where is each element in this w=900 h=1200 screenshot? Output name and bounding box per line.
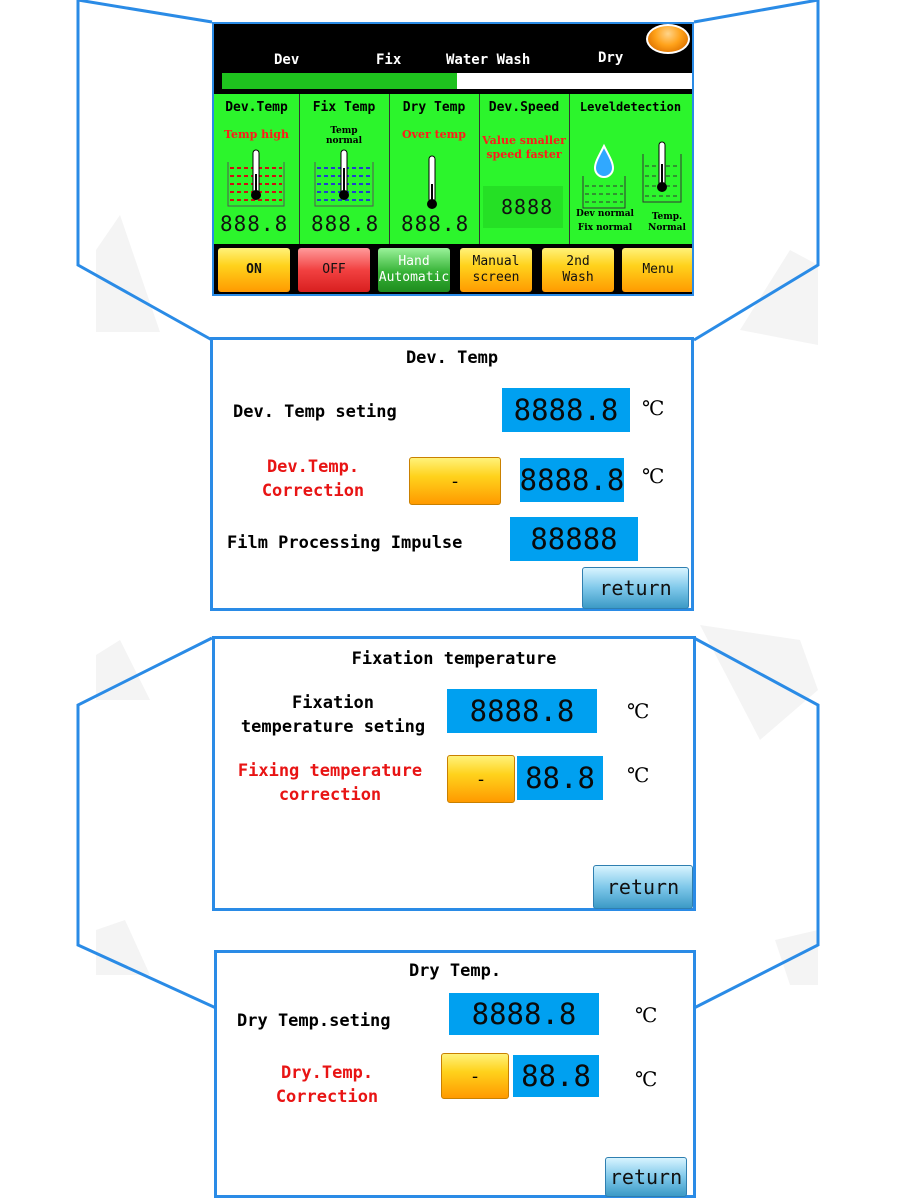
dry-temp-correction-label: Dry.Temp. Correction xyxy=(257,1061,397,1109)
fix-temp-column: Fix Temp Temp normal 888.8 xyxy=(299,94,390,244)
fix-temp-value: 888.8 xyxy=(311,212,380,236)
dry-temp-status: Over temp xyxy=(401,128,466,141)
dry-temp-correction-value[interactable]: 88.8 xyxy=(513,1055,599,1097)
on-button[interactable]: ON xyxy=(218,248,290,292)
celsius-unit: ℃ xyxy=(627,699,650,723)
hand-automatic-line1: Hand xyxy=(398,254,430,269)
fixing-correction-line1: Fixing temperature xyxy=(237,761,423,781)
dry-temp-title: Dry Temp xyxy=(402,100,466,115)
dev-correction-minus-button[interactable]: - xyxy=(409,457,501,505)
celsius-unit: ℃ xyxy=(635,1003,658,1027)
dev-temp-column: Dev.Temp Temp high 888.8 xyxy=(214,94,300,244)
dry-temp-correction-line2: Correction xyxy=(275,1087,379,1107)
status-panel: Dev.Temp Temp high 888.8 Fix Temp Temp n… xyxy=(214,94,692,244)
second-wash-line2: Wash xyxy=(562,270,594,285)
dialog-title: Dev. Temp xyxy=(405,348,499,368)
fix-temp-title: Fix Temp xyxy=(312,100,376,115)
return-button[interactable]: return xyxy=(605,1157,687,1197)
fix-correction-minus-button[interactable]: - xyxy=(447,755,515,803)
stage-water-wash: Water Wash xyxy=(446,52,531,68)
manual-screen-button[interactable]: Manual screen xyxy=(460,248,532,292)
fixation-setting-value[interactable]: 8888.8 xyxy=(447,689,597,733)
manual-screen-line2: screen xyxy=(472,270,520,285)
dev-temp-value: 888.8 xyxy=(220,212,289,236)
hand-automatic-button[interactable]: Hand Automatic xyxy=(378,248,450,292)
dev-temp-dialog: Dev. Temp Dev. Temp seting 8888.8 ℃ Dev.… xyxy=(210,337,694,611)
status-lamp-icon xyxy=(646,24,690,54)
fixing-correction-label: Fixing temperature correction xyxy=(219,759,441,807)
process-progress-bar xyxy=(222,73,692,89)
film-processing-impulse-value[interactable]: 88888 xyxy=(510,517,638,561)
stage-dev: Dev xyxy=(274,52,300,68)
dev-speed-column: Dev.Speed Value smaller speed faster 888… xyxy=(479,94,570,244)
water-drop-icon xyxy=(582,143,626,209)
dev-speed-display: 8888 xyxy=(483,186,563,228)
dev-temp-status: Temp high xyxy=(224,128,289,141)
film-processing-impulse-label: Film Processing Impulse xyxy=(227,533,463,553)
dry-temp-setting-value[interactable]: 8888.8 xyxy=(449,993,599,1035)
off-button[interactable]: OFF xyxy=(298,248,370,292)
dry-temp-value: 888.8 xyxy=(401,212,470,236)
dev-temp-setting-value[interactable]: 8888.8 xyxy=(502,388,630,432)
fix-level-status: Fix normal xyxy=(577,223,633,233)
second-wash-line1: 2nd xyxy=(566,254,590,269)
level-detection-title: Leveldetection xyxy=(579,100,682,114)
celsius-unit: ℃ xyxy=(642,396,665,420)
stage-fix: Fix xyxy=(376,52,402,68)
dry-correction-minus-button[interactable]: - xyxy=(441,1053,509,1099)
celsius-unit: ℃ xyxy=(627,763,650,787)
return-button[interactable]: return xyxy=(582,567,689,609)
process-progress-fill xyxy=(222,73,457,89)
level-thermometer-icon xyxy=(642,141,682,203)
fixation-setting-line1: Fixation xyxy=(292,693,374,713)
thermometer-icon xyxy=(427,155,437,209)
menu-button[interactable]: Menu xyxy=(622,248,692,292)
dry-temp-correction-line1: Dry.Temp. xyxy=(280,1063,374,1083)
dev-speed-status-line2: speed faster xyxy=(486,148,562,161)
dev-temp-correction-value[interactable]: 8888.8 xyxy=(520,458,624,502)
dev-temp-correction-line2: Correction xyxy=(261,481,365,501)
dev-speed-title: Dev.Speed xyxy=(488,100,560,115)
fixing-correction-value[interactable]: 88.8 xyxy=(517,756,603,800)
dry-temp-setting-label: Dry Temp.seting xyxy=(237,1011,391,1031)
manual-screen-line1: Manual xyxy=(472,254,520,269)
level-temp-status-line2: Normal xyxy=(648,223,686,233)
thermometer-red-icon xyxy=(227,149,285,207)
dev-level-status: Dev normal xyxy=(576,209,634,219)
dialog-title: Fixation temperature xyxy=(351,649,557,669)
dev-temp-title: Dev.Temp xyxy=(225,100,288,115)
level-temp-status-line1: Temp. xyxy=(651,212,683,222)
return-button[interactable]: return xyxy=(593,865,693,909)
dry-temp-column: Dry Temp Over temp 888.8 xyxy=(389,94,480,244)
fix-temp-status-line2: normal xyxy=(325,136,363,146)
hand-automatic-line2: Automatic xyxy=(378,270,450,285)
dev-temp-correction-line1: Dev.Temp. xyxy=(266,457,360,477)
fix-temp-status-line1: Temp xyxy=(330,126,358,136)
stage-dry: Dry xyxy=(598,50,624,66)
fix-temp-dialog: Fixation temperature Fixation temperatur… xyxy=(212,636,696,911)
level-detection-column: Leveldetection Dev normal Fix normal Tem… xyxy=(569,94,692,244)
dialog-title: Dry Temp. xyxy=(408,961,502,981)
dev-speed-status-line1: Value smaller xyxy=(482,134,566,147)
dev-temp-correction-label: Dev.Temp. Correction xyxy=(243,455,383,503)
second-wash-button[interactable]: 2nd Wash xyxy=(542,248,614,292)
dev-temp-setting-label: Dev. Temp seting xyxy=(233,402,397,422)
fixation-setting-line2: temperature seting xyxy=(240,717,426,737)
fixing-correction-line2: correction xyxy=(278,785,382,805)
dev-speed-value: 8888 xyxy=(501,195,554,219)
celsius-unit: ℃ xyxy=(635,1067,658,1091)
dry-temp-dialog: Dry Temp. Dry Temp.seting 8888.8 ℃ Dry.T… xyxy=(214,950,696,1198)
fixation-setting-label: Fixation temperature seting xyxy=(221,691,445,739)
main-hmi-screen: Dev Fix Water Wash Dry Dev.Temp Temp hig… xyxy=(212,22,694,296)
celsius-unit: ℃ xyxy=(642,464,665,488)
main-button-bar: ON OFF Hand Automatic Manual screen 2nd … xyxy=(214,244,692,294)
thermometer-blue-icon xyxy=(314,149,374,207)
